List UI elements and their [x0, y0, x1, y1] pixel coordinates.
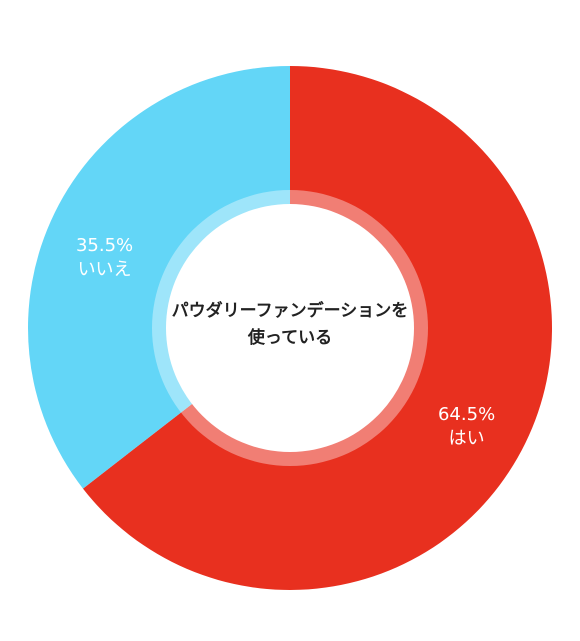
- slice-category-label: はい: [449, 428, 485, 449]
- slice-no: [28, 66, 290, 489]
- center-title-line-2: 使っている: [247, 327, 332, 348]
- center-title-line-1: パウダリーファンデーションを: [172, 300, 409, 321]
- slice-value-label: 35.5%: [76, 235, 133, 256]
- slice-category-label: いいえ: [78, 259, 132, 280]
- slice-value-label: 64.5%: [438, 404, 495, 425]
- labels-group: 64.5% はい 35.5% いいえ: [76, 235, 495, 449]
- center-hole: [166, 204, 414, 452]
